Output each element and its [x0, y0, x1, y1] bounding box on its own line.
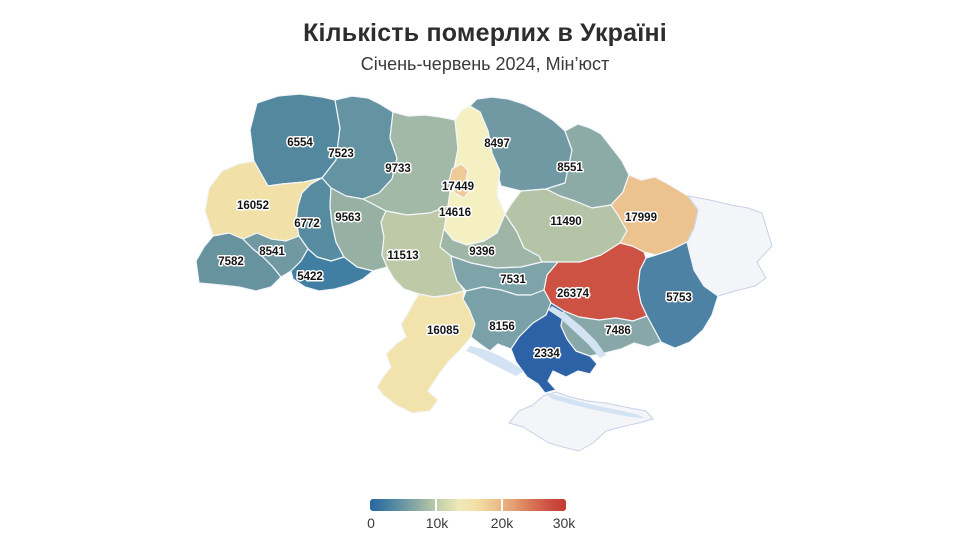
region-value-label-lviv: 16052: [237, 200, 269, 212]
region-value-label-kherson: 2334: [534, 348, 560, 360]
region-value-label-kyiv-oblast: 14616: [439, 207, 471, 219]
region-value-label-dnipropetrovsk: 26374: [557, 288, 590, 300]
region-value-label-zaporizhzhia: 7486: [605, 325, 631, 337]
region-value-label-zhytomyr: 9733: [385, 163, 411, 175]
region-value-label-zakarpattia: 7582: [218, 256, 244, 268]
kakhovka-reservoir: [548, 306, 606, 358]
region-value-label-kharkiv: 17999: [625, 212, 657, 224]
region-value-label-khmelnytskyi: 9563: [335, 212, 361, 224]
region-luhansk[interactable]: [686, 195, 773, 297]
region-value-label-ivano-frankivsk: 8541: [259, 246, 285, 258]
region-value-label-chernivtsi: 5422: [297, 271, 323, 283]
region-value-label-kyiv-city: 17449: [442, 181, 474, 193]
region-chernivtsi[interactable]: [290, 248, 374, 292]
dnipro-bug-estuary: [466, 346, 524, 376]
region-value-label-ternopil: 6772: [294, 218, 320, 230]
region-odesa[interactable]: [376, 290, 476, 414]
region-value-label-odesa: 16085: [427, 325, 460, 337]
region-zaporizhzhia[interactable]: [560, 310, 662, 357]
region-value-label-donetsk: 5753: [666, 292, 692, 304]
region-kyiv-city[interactable]: [448, 163, 472, 199]
region-value-label-kirovohrad: 7531: [500, 274, 526, 286]
region-value-label-volyn: 6554: [287, 137, 313, 149]
chart-subtitle: Січень-червень 2024, Мін’юст: [360, 54, 610, 74]
region-value-label-sumy: 8551: [557, 162, 583, 174]
region-value-label-vinnytsia: 11513: [387, 250, 418, 262]
region-value-label-rivne: 7523: [328, 148, 354, 160]
map-regions-layer: [195, 93, 773, 452]
region-value-label-cherkasy: 9396: [469, 246, 495, 258]
map-labels-layer: 6554 7523 9733 8497 8551 14616 16052 6772 9563 11…: [217, 136, 694, 362]
region-value-label-poltava: 11490: [550, 216, 581, 228]
chart-title: Кількість померлих в Україні: [303, 19, 667, 47]
syvash-lagoon: [545, 392, 645, 418]
region-value-label-chernihiv: 8497: [484, 138, 510, 150]
region-value-label-mykolaiv: 8156: [489, 321, 515, 333]
region-crimea[interactable]: [508, 391, 654, 452]
map-water-layer: [466, 306, 645, 418]
